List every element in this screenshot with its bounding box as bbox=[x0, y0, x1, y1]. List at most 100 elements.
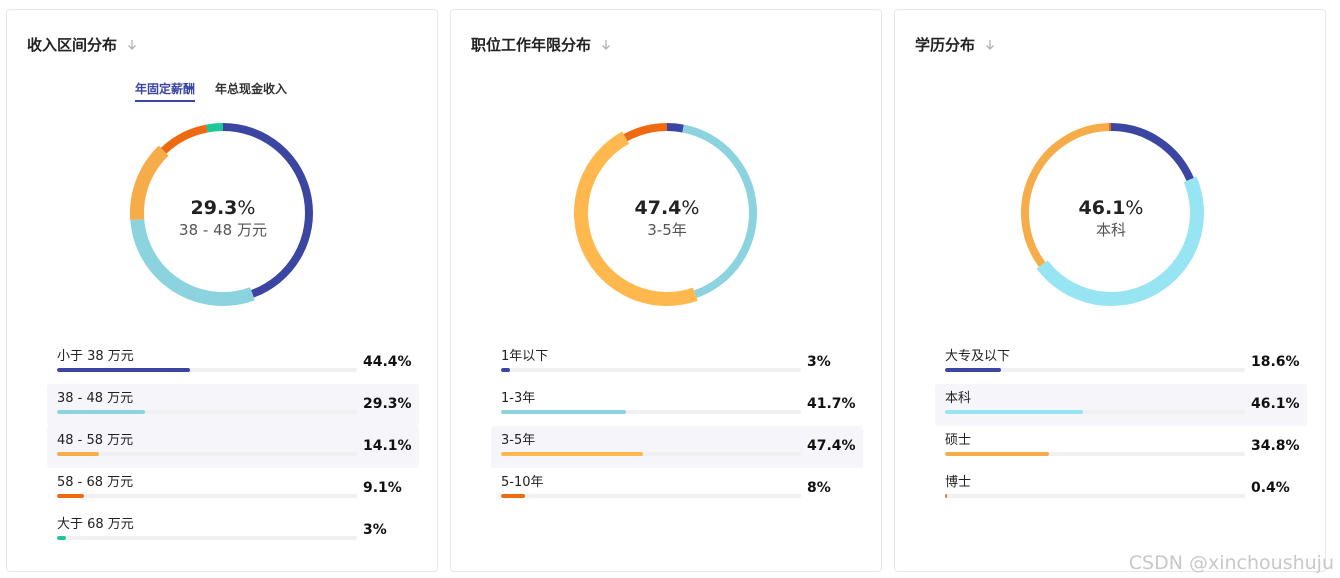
donut-segment[interactable] bbox=[682, 124, 757, 298]
list-item[interactable]: 5-10年 8% bbox=[491, 468, 863, 510]
progress-fill bbox=[945, 368, 1001, 372]
panel-title: 职位工作年限分布 bbox=[471, 34, 613, 55]
list-item-label: 5-10年 bbox=[501, 475, 544, 490]
progress-track bbox=[57, 368, 357, 372]
center-unit: % bbox=[681, 197, 700, 219]
list-item[interactable]: 48 - 58 万元 14.1% bbox=[47, 426, 419, 468]
center-value: 29.3 bbox=[190, 197, 238, 219]
list-item-label: 大专及以下 bbox=[945, 349, 1011, 364]
arrow-down-icon[interactable] bbox=[599, 38, 613, 52]
list-item[interactable]: 本科 46.1% bbox=[935, 384, 1307, 426]
arrow-down-icon[interactable] bbox=[125, 38, 139, 52]
progress-track bbox=[501, 410, 801, 414]
progress-fill bbox=[57, 452, 100, 456]
tab-annual-total-cash[interactable]: 年总现金收入 bbox=[215, 82, 288, 96]
progress-fill bbox=[57, 536, 66, 540]
progress-track bbox=[945, 452, 1245, 456]
center-unit: % bbox=[237, 197, 256, 219]
arrow-down-icon[interactable] bbox=[983, 38, 997, 52]
donut-segment[interactable] bbox=[130, 218, 255, 306]
list-item-value: 41.7% bbox=[807, 396, 856, 412]
center-percentage: 29.3% bbox=[123, 197, 323, 219]
list-item-label: 3-5年 bbox=[501, 433, 536, 448]
list-item-value: 29.3% bbox=[363, 396, 412, 412]
list-item-value: 14.1% bbox=[363, 438, 412, 454]
donut-segment[interactable] bbox=[1036, 176, 1204, 306]
center-unit: % bbox=[1125, 197, 1144, 219]
list-item-value: 44.4% bbox=[363, 354, 412, 370]
progress-track bbox=[945, 410, 1245, 414]
center-label: 本科 bbox=[1095, 221, 1126, 239]
donut-chart: 47.4% 3-5年 bbox=[567, 113, 767, 313]
center-value: 47.4 bbox=[634, 197, 682, 219]
list-item-label: 本科 bbox=[945, 391, 972, 406]
income-tabs: 年固定薪酬 年总现金收入 bbox=[135, 80, 287, 102]
list-item-value: 8% bbox=[807, 480, 831, 496]
panel-education-distribution: 学历分布 46.1% 本科 大专及以下 18.6% 本科 46.1% 硕士 34.8% 博士… bbox=[894, 9, 1326, 572]
list-item-value: 9.1% bbox=[363, 480, 402, 496]
progress-fill bbox=[501, 368, 510, 372]
donut-segment[interactable] bbox=[666, 123, 684, 133]
list-item[interactable]: 博士 0.4% bbox=[935, 468, 1307, 510]
list-item-value: 18.6% bbox=[1251, 354, 1300, 370]
list-item-label: 1-3年 bbox=[501, 391, 536, 406]
list-item-value: 3% bbox=[363, 522, 387, 538]
tab-annual-fixed-pay[interactable]: 年固定薪酬 bbox=[135, 80, 196, 102]
center-value: 46.1 bbox=[1078, 197, 1126, 219]
progress-fill bbox=[945, 452, 1050, 456]
list-item-value: 34.8% bbox=[1251, 438, 1300, 454]
progress-track bbox=[57, 494, 357, 498]
donut-chart: 29.3% 38 - 48 万元 bbox=[123, 113, 323, 313]
donut-svg bbox=[130, 123, 313, 306]
list-item-label: 48 - 58 万元 bbox=[57, 433, 134, 448]
donut-svg bbox=[574, 123, 757, 306]
donut-segment[interactable] bbox=[1021, 123, 1109, 267]
panel-income-distribution: 收入区间分布 年固定薪酬 年总现金收入 29.3% 38 - 48 万元 小于 … bbox=[6, 9, 438, 572]
donut-segment[interactable] bbox=[574, 131, 698, 306]
progress-fill bbox=[57, 494, 85, 498]
watermark: CSDN @xinchoushuju bbox=[1128, 552, 1334, 574]
list-item-label: 小于 38 万元 bbox=[57, 349, 134, 364]
donut-segment[interactable] bbox=[130, 145, 169, 221]
list-item-value: 3% bbox=[807, 354, 831, 370]
center-label: 38 - 48 万元 bbox=[179, 221, 267, 239]
list-item[interactable]: 硕士 34.8% bbox=[935, 426, 1307, 468]
progress-track bbox=[945, 368, 1245, 372]
donut-segment[interactable] bbox=[206, 123, 224, 133]
donut-svg bbox=[1021, 123, 1204, 306]
list-item-value: 0.4% bbox=[1251, 480, 1290, 496]
progress-fill bbox=[501, 452, 644, 456]
list-item-label: 38 - 48 万元 bbox=[57, 391, 134, 406]
donut-segment[interactable] bbox=[1110, 123, 1194, 182]
progress-track bbox=[945, 494, 1245, 498]
list-item-label: 58 - 68 万元 bbox=[57, 475, 134, 490]
donut-chart: 46.1% 本科 bbox=[1011, 113, 1211, 313]
progress-track bbox=[501, 368, 801, 372]
list-item[interactable]: 1年以下 3% bbox=[491, 342, 863, 384]
distribution-list: 小于 38 万元 44.4% 38 - 48 万元 29.3% 48 - 58 万元 14… bbox=[47, 342, 419, 552]
list-item[interactable]: 3-5年 47.4% bbox=[491, 426, 863, 468]
list-item-label: 大于 68 万元 bbox=[57, 517, 134, 532]
progress-fill bbox=[501, 410, 627, 414]
list-item-value: 46.1% bbox=[1251, 396, 1300, 412]
list-item[interactable]: 小于 38 万元 44.4% bbox=[47, 342, 419, 384]
center-percentage: 47.4% bbox=[567, 197, 767, 219]
list-item[interactable]: 大专及以下 18.6% bbox=[935, 342, 1307, 384]
donut-segment[interactable] bbox=[222, 123, 313, 298]
list-item-label: 博士 bbox=[945, 475, 972, 490]
center-label: 3-5年 bbox=[647, 221, 687, 239]
distribution-list: 大专及以下 18.6% 本科 46.1% 硕士 34.8% 博士 0.4% bbox=[935, 342, 1307, 510]
list-item[interactable]: 58 - 68 万元 9.1% bbox=[47, 468, 419, 510]
progress-track bbox=[57, 452, 357, 456]
list-item[interactable]: 大于 68 万元 3% bbox=[47, 510, 419, 552]
distribution-list: 1年以下 3% 1-3年 41.7% 3-5年 47.4% 5-10年 8% bbox=[491, 342, 863, 510]
donut-segment[interactable] bbox=[623, 123, 668, 142]
progress-track bbox=[57, 410, 357, 414]
donut-segment[interactable] bbox=[160, 124, 208, 154]
panel-title-text: 收入区间分布 bbox=[27, 36, 118, 54]
progress-fill bbox=[945, 410, 1084, 414]
center-percentage: 46.1% bbox=[1011, 197, 1211, 219]
list-item[interactable]: 1-3年 41.7% bbox=[491, 384, 863, 426]
progress-fill bbox=[945, 494, 947, 498]
list-item[interactable]: 38 - 48 万元 29.3% bbox=[47, 384, 419, 426]
